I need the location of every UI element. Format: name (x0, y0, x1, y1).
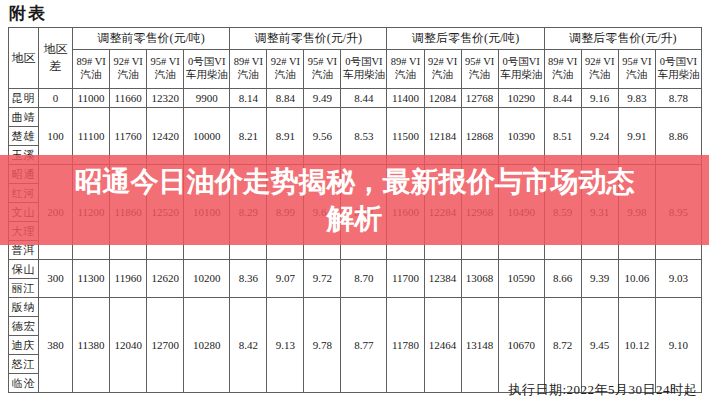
column-sub-header: 92# VI汽油 (110, 50, 147, 89)
price-cell: 8.77 (341, 298, 387, 393)
price-cell: 9900 (184, 89, 230, 108)
price-cell: 10590 (498, 260, 544, 298)
price-cell: 9.45 (581, 298, 618, 393)
promo-headline-line2: 解析 (327, 200, 383, 237)
column-sub-header: 0号国VI车用柴油 (498, 50, 544, 89)
price-cell: 13068 (461, 260, 498, 298)
price-cell: 11660 (110, 89, 147, 108)
execution-date-note: 执行日期:2022年5月30日24时起 (508, 381, 697, 399)
column-sub-header: 95# VI汽油 (618, 50, 655, 89)
region-cell: 楚雄 (9, 127, 39, 146)
region-diff-cell: 300 (39, 260, 73, 298)
column-group-header: 调整前零售价(元/升) (230, 28, 387, 50)
price-cell: 12384 (424, 260, 461, 298)
column-sub-header: 92# VI汽油 (581, 50, 618, 89)
price-cell: 12320 (147, 89, 184, 108)
column-sub-header: 89# VI汽油 (230, 50, 267, 89)
price-cell: 12700 (147, 298, 184, 393)
price-cell: 9.78 (304, 298, 341, 393)
price-cell: 9.07 (267, 260, 304, 298)
price-cell: 8.42 (230, 298, 267, 393)
region-cell: 迪庆 (9, 336, 39, 355)
column-group-header: 调整后零售价(元/吨) (387, 28, 544, 50)
price-cell: 10280 (184, 298, 230, 393)
price-cell: 8.72 (544, 298, 581, 393)
price-cell: 9.16 (581, 89, 618, 108)
table-row: 曲靖100111001176012420100008.218.919.568.5… (9, 108, 702, 127)
price-cell: 9.72 (304, 260, 341, 298)
price-cell: 11960 (110, 260, 147, 298)
price-cell: 12040 (110, 298, 147, 393)
region-cell: 版纳 (9, 298, 39, 317)
price-cell: 8.66 (544, 260, 581, 298)
price-cell: 12620 (147, 260, 184, 298)
column-sub-header: 89# VI汽油 (387, 50, 424, 89)
region-cell: 怒江 (9, 355, 39, 374)
column-sub-header: 95# VI汽油 (461, 50, 498, 89)
price-cell: 10.06 (618, 260, 655, 298)
price-cell: 9.83 (618, 89, 655, 108)
column-sub-header: 0号国VI车用柴油 (655, 50, 701, 89)
header-region-diff: 地区差 (39, 28, 73, 89)
column-sub-header: 95# VI汽油 (147, 50, 184, 89)
price-cell: 9.03 (655, 260, 701, 298)
price-cell: 11300 (73, 260, 110, 298)
region-cell: 保山 (9, 260, 39, 279)
region-cell: 曲靖 (9, 108, 39, 127)
price-cell: 8.14 (230, 89, 267, 108)
price-cell: 10.12 (618, 298, 655, 393)
promo-headline-banner: 昭通今日油价走势揭秘，最新报价与市场动态 解析 (0, 155, 709, 245)
column-sub-header: 95# VI汽油 (304, 50, 341, 89)
column-sub-header: 89# VI汽油 (73, 50, 110, 89)
price-cell: 8.44 (544, 89, 581, 108)
price-cell: 8.36 (230, 260, 267, 298)
column-group-header: 调整前零售价(元/吨) (73, 28, 230, 50)
column-group-header: 调整后零售价(元/升) (544, 28, 701, 50)
price-cell: 11000 (73, 89, 110, 108)
price-cell: 11400 (387, 89, 424, 108)
price-cell: 9.13 (267, 298, 304, 393)
price-cell: 12768 (461, 89, 498, 108)
price-cell: 8.78 (655, 89, 701, 108)
price-cell: 12464 (424, 298, 461, 393)
header-region: 地区 (9, 28, 39, 89)
price-cell: 8.84 (267, 89, 304, 108)
price-cell: 11780 (387, 298, 424, 393)
column-sub-header: 92# VI汽油 (424, 50, 461, 89)
price-cell: 13148 (461, 298, 498, 393)
price-cell: 9.39 (581, 260, 618, 298)
price-cell: 11380 (73, 298, 110, 393)
price-cell: 10670 (498, 298, 544, 393)
region-cell: 临沧 (9, 374, 39, 393)
region-cell: 丽江 (9, 279, 39, 298)
table-row: 昆明011000116601232099008.148.849.498.4411… (9, 89, 702, 108)
column-sub-header: 0号国VI车用柴油 (341, 50, 387, 89)
price-cell: 9.10 (655, 298, 701, 393)
column-sub-header: 0号国VI车用柴油 (184, 50, 230, 89)
region-cell: 昆明 (9, 89, 39, 108)
region-diff-cell: 380 (39, 298, 73, 393)
price-cell: 12084 (424, 89, 461, 108)
table-row: 保山300113001196012620102008.369.079.728.7… (9, 260, 702, 279)
promo-headline-line1: 昭通今日油价走势揭秘，最新报价与市场动态 (75, 163, 635, 200)
price-cell: 8.70 (341, 260, 387, 298)
price-cell: 11700 (387, 260, 424, 298)
region-diff-cell: 0 (39, 89, 73, 108)
table-header: 地区地区差调整前零售价(元/吨)调整前零售价(元/升)调整后零售价(元/吨)调整… (9, 28, 702, 89)
region-cell: 德宏 (9, 317, 39, 336)
price-cell: 9.49 (304, 89, 341, 108)
table-row: 版纳380113801204012700102808.429.139.788.7… (9, 298, 702, 317)
page-title: 附表 (9, 2, 47, 25)
price-cell: 10290 (498, 89, 544, 108)
price-cell: 8.44 (341, 89, 387, 108)
column-sub-header: 89# VI汽油 (544, 50, 581, 89)
price-cell: 10200 (184, 260, 230, 298)
column-sub-header: 92# VI汽油 (267, 50, 304, 89)
